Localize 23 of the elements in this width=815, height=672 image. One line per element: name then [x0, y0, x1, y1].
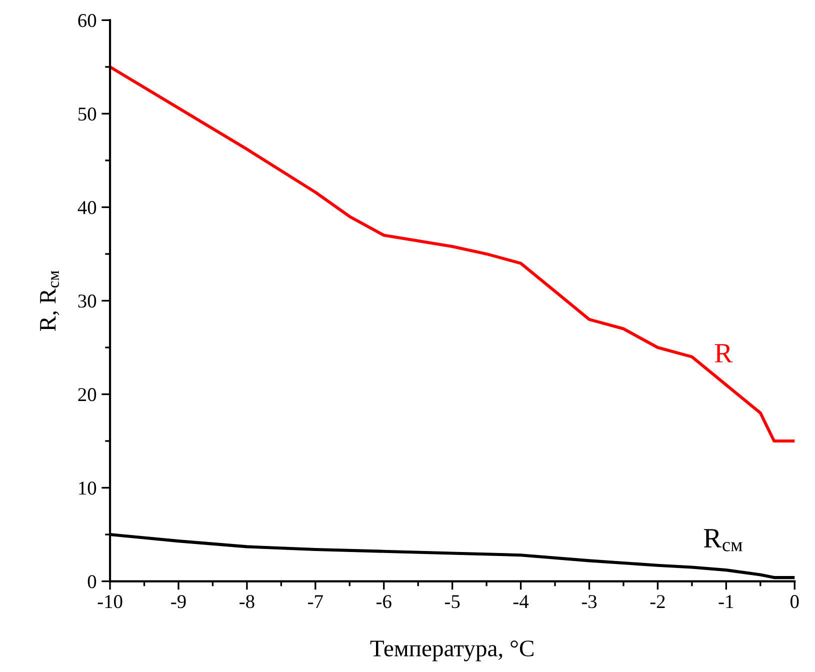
y-tick-label: 10: [79, 482, 96, 495]
y-tick-label: 60: [78, 14, 96, 28]
x-tick-label: -10: [98, 595, 122, 608]
series-label: R$_{см}$: [704, 529, 742, 552]
x-axis-title: Температура, °C: [370, 640, 534, 662]
x-tick-label: -5: [444, 595, 460, 608]
series-label: R: [714, 344, 733, 362]
x-tick-label: 0: [790, 595, 799, 608]
x-tick-label: -2: [650, 595, 665, 608]
y-tick-label: 50: [78, 107, 96, 121]
x-tick-label: -9: [171, 595, 186, 608]
x-tick-label: -6: [376, 595, 392, 608]
y-tick-label: 30: [78, 294, 96, 308]
y-tick-label: 40: [78, 201, 96, 214]
x-tick-label: -1: [718, 595, 734, 608]
x-tick-label: -7: [308, 595, 323, 608]
y-axis-title: R, R$_{см}$: [40, 270, 60, 331]
x-tick-label: -3: [582, 595, 597, 608]
x-tick-label: -8: [240, 595, 254, 608]
y-tick-label: 0: [88, 575, 96, 588]
x-tick-label: -4: [513, 595, 529, 608]
y-tick-label: 20: [78, 388, 96, 402]
line-series: [110, 65, 795, 443]
